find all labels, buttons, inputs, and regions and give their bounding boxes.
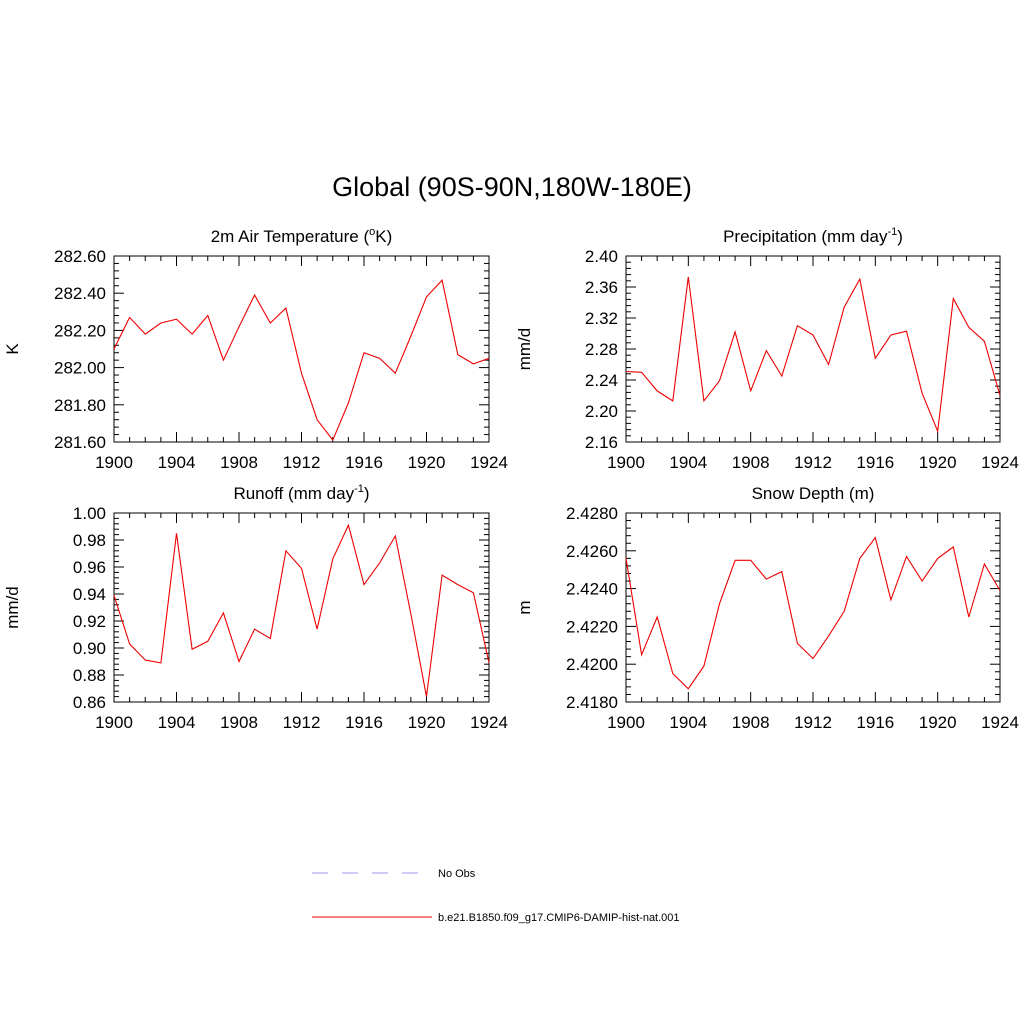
- x-tick-label: 1924: [470, 453, 508, 472]
- series-line: [625, 276, 1001, 434]
- x-tick-label: 1924: [470, 713, 508, 732]
- y-tick-label: 2.20: [585, 402, 618, 421]
- panel-title: Runoff (mm day-1): [233, 483, 369, 503]
- panel-title: Snow Depth (m): [752, 484, 875, 503]
- plot-frame: [625, 512, 1001, 703]
- plot-frame: [113, 255, 490, 443]
- y-tick-label: 2.28: [585, 340, 618, 359]
- x-tick-label: 1900: [95, 453, 133, 472]
- y-tick-label: 0.98: [73, 531, 106, 550]
- x-tick-label: 1900: [95, 713, 133, 732]
- series-line: [113, 279, 490, 442]
- y-axis-label: K: [3, 343, 22, 355]
- x-tick-label: 1920: [408, 713, 446, 732]
- x-tick-label: 1912: [794, 713, 832, 732]
- x-tick-label: 1912: [283, 713, 321, 732]
- y-tick-label: 2.4220: [566, 617, 618, 636]
- x-tick-label: 1916: [345, 713, 383, 732]
- figure-title: Global (90S-90N,180W-180E): [332, 172, 692, 202]
- panel-4: Snow Depth (m) m 1900 1904 1908 1912 1916 1920 1…: [515, 484, 1019, 732]
- x-tick-label: 1920: [919, 453, 957, 472]
- y-tick-label: 0.94: [73, 585, 106, 604]
- y-tick-label: 282.60: [54, 247, 106, 266]
- x-tick-label: 1904: [669, 713, 707, 732]
- x-tick-label: 1908: [732, 453, 770, 472]
- y-tick-label: 281.80: [54, 396, 106, 415]
- series-line: [625, 536, 1001, 690]
- y-tick-label: 2.36: [585, 278, 618, 297]
- x-tick-label: 1908: [732, 713, 770, 732]
- y-tick-label: 282.20: [54, 321, 106, 340]
- x-tick-label: 1900: [607, 453, 645, 472]
- y-axis-label: mm/d: [515, 328, 534, 371]
- x-tick-label: 1904: [158, 453, 196, 472]
- panel-2: Precipitation (mm day-1) mm/d 1900 1904 1908…: [515, 226, 1019, 472]
- legend-label: b.e21.B1850.f09_g17.CMIP6-DAMIP-hist-nat…: [438, 912, 680, 924]
- y-axis-label: mm/d: [3, 586, 22, 629]
- x-tick-label: 1916: [856, 713, 894, 732]
- x-tick-label: 1924: [981, 453, 1019, 472]
- x-tick-label: 1908: [220, 453, 258, 472]
- y-tick-label: 2.4240: [566, 580, 618, 599]
- panel-3: Runoff (mm day-1) mm/d 1900 1904 1908 1912 191…: [3, 483, 508, 732]
- y-tick-label: 2.32: [585, 309, 618, 328]
- y-tick-label: 2.4260: [566, 542, 618, 561]
- y-axis-label: m: [515, 600, 534, 614]
- x-tick-label: 1916: [345, 453, 383, 472]
- legend-label: No Obs: [438, 868, 476, 880]
- x-tick-label: 1900: [607, 713, 645, 732]
- y-tick-label: 0.90: [73, 639, 106, 658]
- y-tick-label: 2.24: [585, 371, 618, 390]
- plot-frame: [113, 512, 490, 703]
- y-tick-label: 2.16: [585, 433, 618, 452]
- plot-frame: [625, 255, 1001, 443]
- legend: No Obs b.e21.B1850.f09_g17.CMIP6-DAMIP-hi…: [312, 868, 680, 924]
- panel-title: 2m Air Temperature (oK): [211, 226, 393, 246]
- y-tick-label: 281.60: [54, 433, 106, 452]
- x-tick-label: 1912: [283, 453, 321, 472]
- y-tick-label: 0.92: [73, 612, 106, 631]
- x-tick-label: 1916: [856, 453, 894, 472]
- x-tick-label: 1904: [158, 713, 196, 732]
- series-line: [113, 523, 490, 697]
- y-tick-label: 0.88: [73, 666, 106, 685]
- y-tick-label: 2.4280: [566, 504, 618, 523]
- x-tick-label: 1908: [220, 713, 258, 732]
- x-tick-label: 1904: [669, 453, 707, 472]
- y-tick-label: 282.00: [54, 359, 106, 378]
- y-tick-label: 282.40: [54, 284, 106, 303]
- x-tick-label: 1912: [794, 453, 832, 472]
- y-tick-label: 1.00: [73, 504, 106, 523]
- panel-1: 2m Air Temperature (oK) K 1900 1904 1908 1912…: [3, 226, 508, 472]
- y-tick-label: 0.86: [73, 693, 106, 712]
- x-tick-label: 1920: [408, 453, 446, 472]
- x-tick-label: 1920: [919, 713, 957, 732]
- y-tick-label: 0.96: [73, 558, 106, 577]
- y-tick-label: 2.4180: [566, 693, 618, 712]
- x-tick-label: 1924: [981, 713, 1019, 732]
- y-tick-label: 2.4200: [566, 655, 618, 674]
- panel-title: Precipitation (mm day-1): [723, 226, 903, 246]
- y-tick-label: 2.40: [585, 247, 618, 266]
